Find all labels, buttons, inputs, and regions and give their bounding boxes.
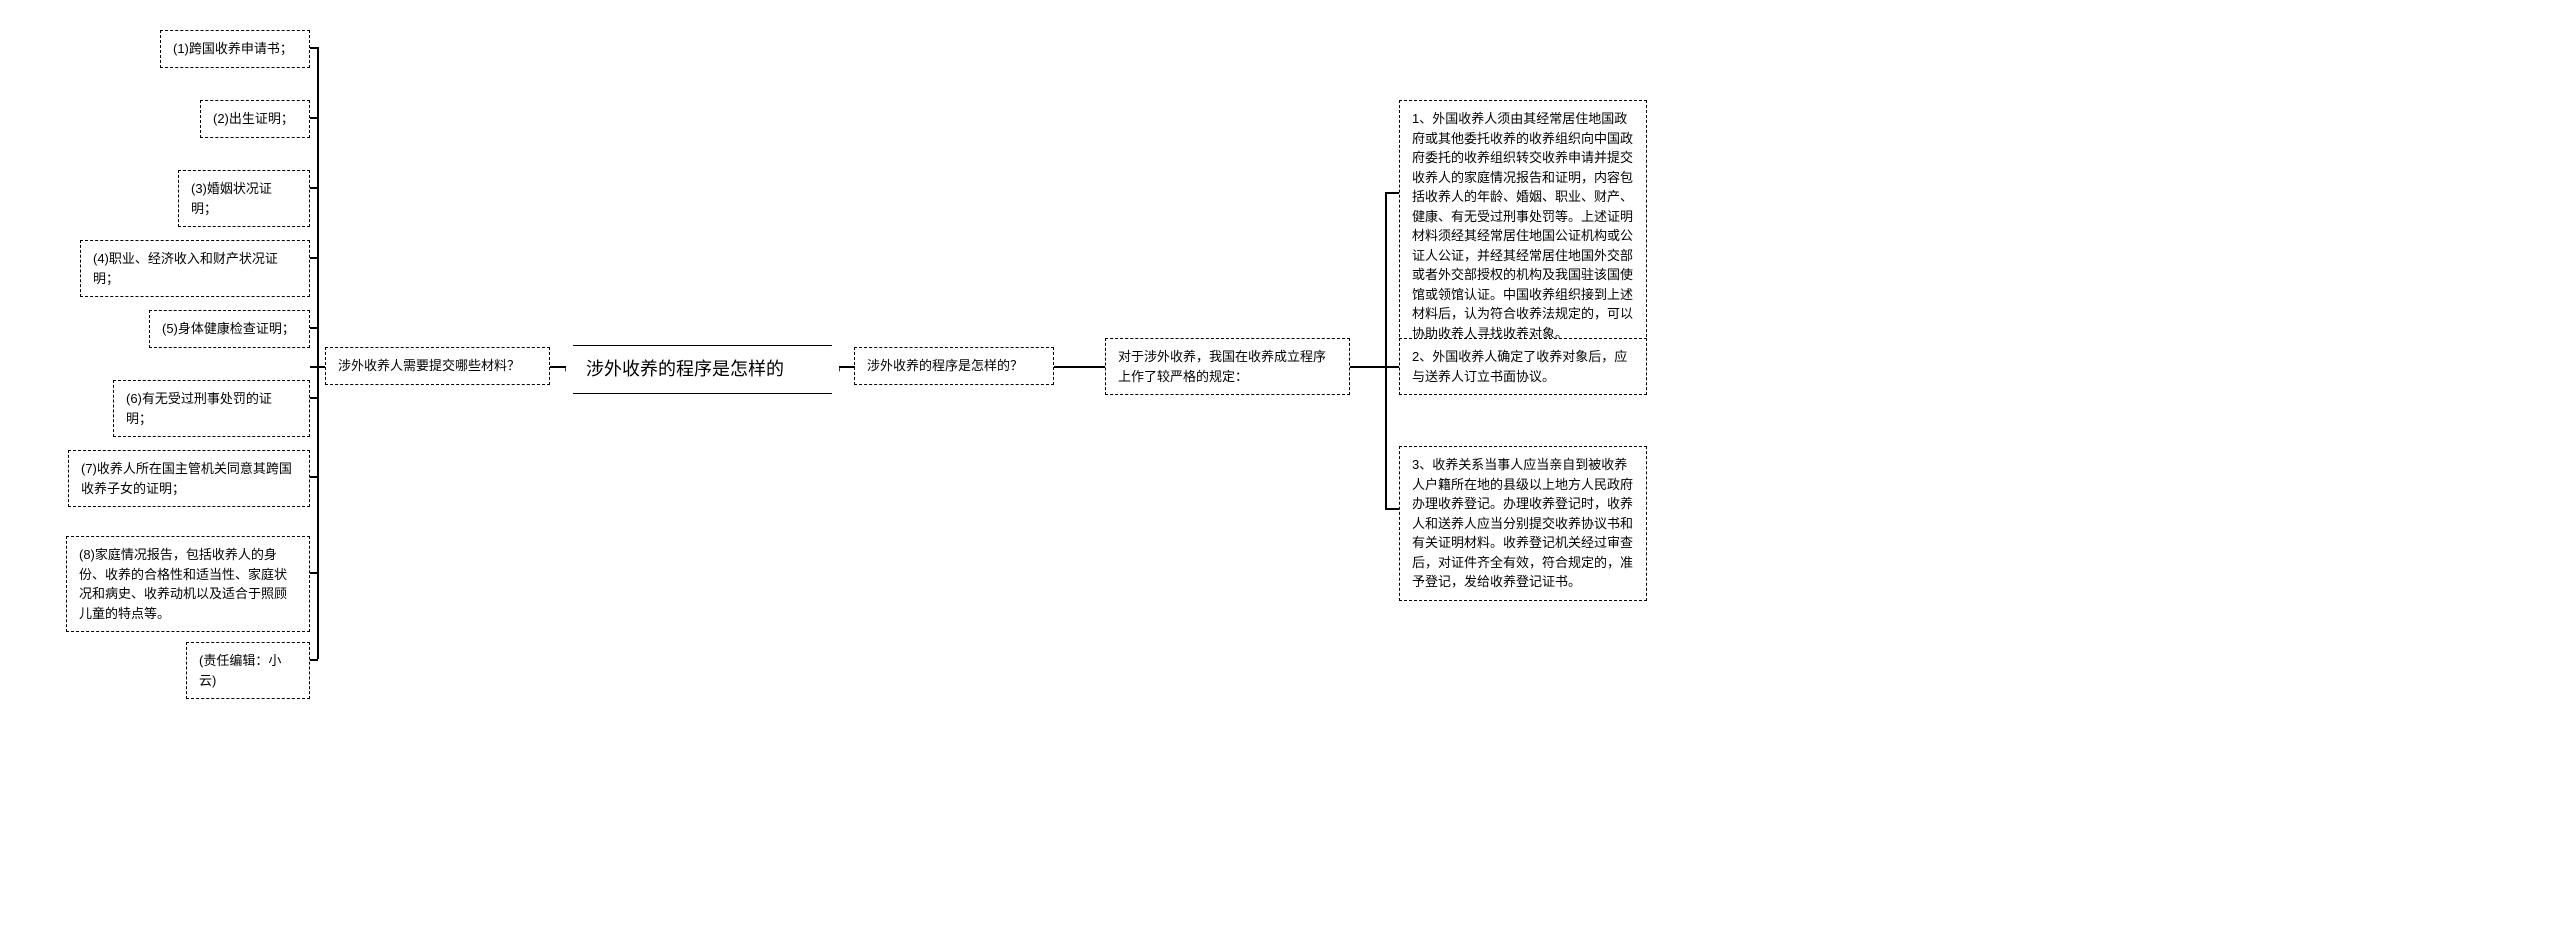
left-branch-node: 涉外收养人需要提交哪些材料？ (325, 347, 550, 385)
left-child-1: (2)出生证明； (200, 100, 310, 138)
connector-line (550, 366, 566, 368)
connector-line (310, 117, 318, 119)
connector-line (1385, 366, 1399, 368)
connector-line (310, 572, 318, 574)
left-child-7: (8)家庭情况报告，包括收养人的身份、收养的合格性和适当性、家庭状况和病史、收养… (66, 536, 310, 632)
right-grandchild-1: 2、外国收养人确定了收养对象后，应与送养人订立书面协议。 (1399, 338, 1647, 395)
root-node: 涉外收养的程序是怎样的 (565, 345, 840, 394)
left-child-8: (责任编辑：小云) (186, 642, 310, 699)
connector-line (310, 476, 318, 478)
right-child-node: 对于涉外收养，我国在收养成立程序上作了较严格的规定： (1105, 338, 1350, 395)
connector-line (1054, 366, 1105, 368)
right-grandchild-0: 1、外国收养人须由其经常居住地国政府或其他委托收养的收养组织向中国政府委托的收养… (1399, 100, 1647, 352)
connector-line (310, 327, 318, 329)
connector-line (310, 397, 318, 399)
connector-line (1385, 192, 1399, 194)
left-child-4: (5)身体健康检查证明； (149, 310, 310, 348)
connector-line (317, 47, 319, 659)
left-child-3: (4)职业、经济收入和财产状况证明； (80, 240, 310, 297)
right-branch-node: 涉外收养的程序是怎样的？ (854, 347, 1054, 385)
connector-line (839, 366, 855, 368)
left-child-2: (3)婚姻状况证明； (178, 170, 310, 227)
left-child-5: (6)有无受过刑事处罚的证明； (113, 380, 310, 437)
connector-line (310, 659, 318, 661)
left-child-6: (7)收养人所在国主管机关同意其跨国收养子女的证明； (68, 450, 310, 507)
right-grandchild-2: 3、收养关系当事人应当亲自到被收养人户籍所在地的县级以上地方人民政府办理收养登记… (1399, 446, 1647, 601)
connector-line (1350, 366, 1385, 368)
connector-line (310, 187, 318, 189)
connector-line (310, 47, 318, 49)
connector-line (1385, 192, 1387, 508)
connector-line (1385, 508, 1399, 510)
connector-line (310, 257, 318, 259)
left-child-0: (1)跨国收养申请书； (160, 30, 310, 68)
